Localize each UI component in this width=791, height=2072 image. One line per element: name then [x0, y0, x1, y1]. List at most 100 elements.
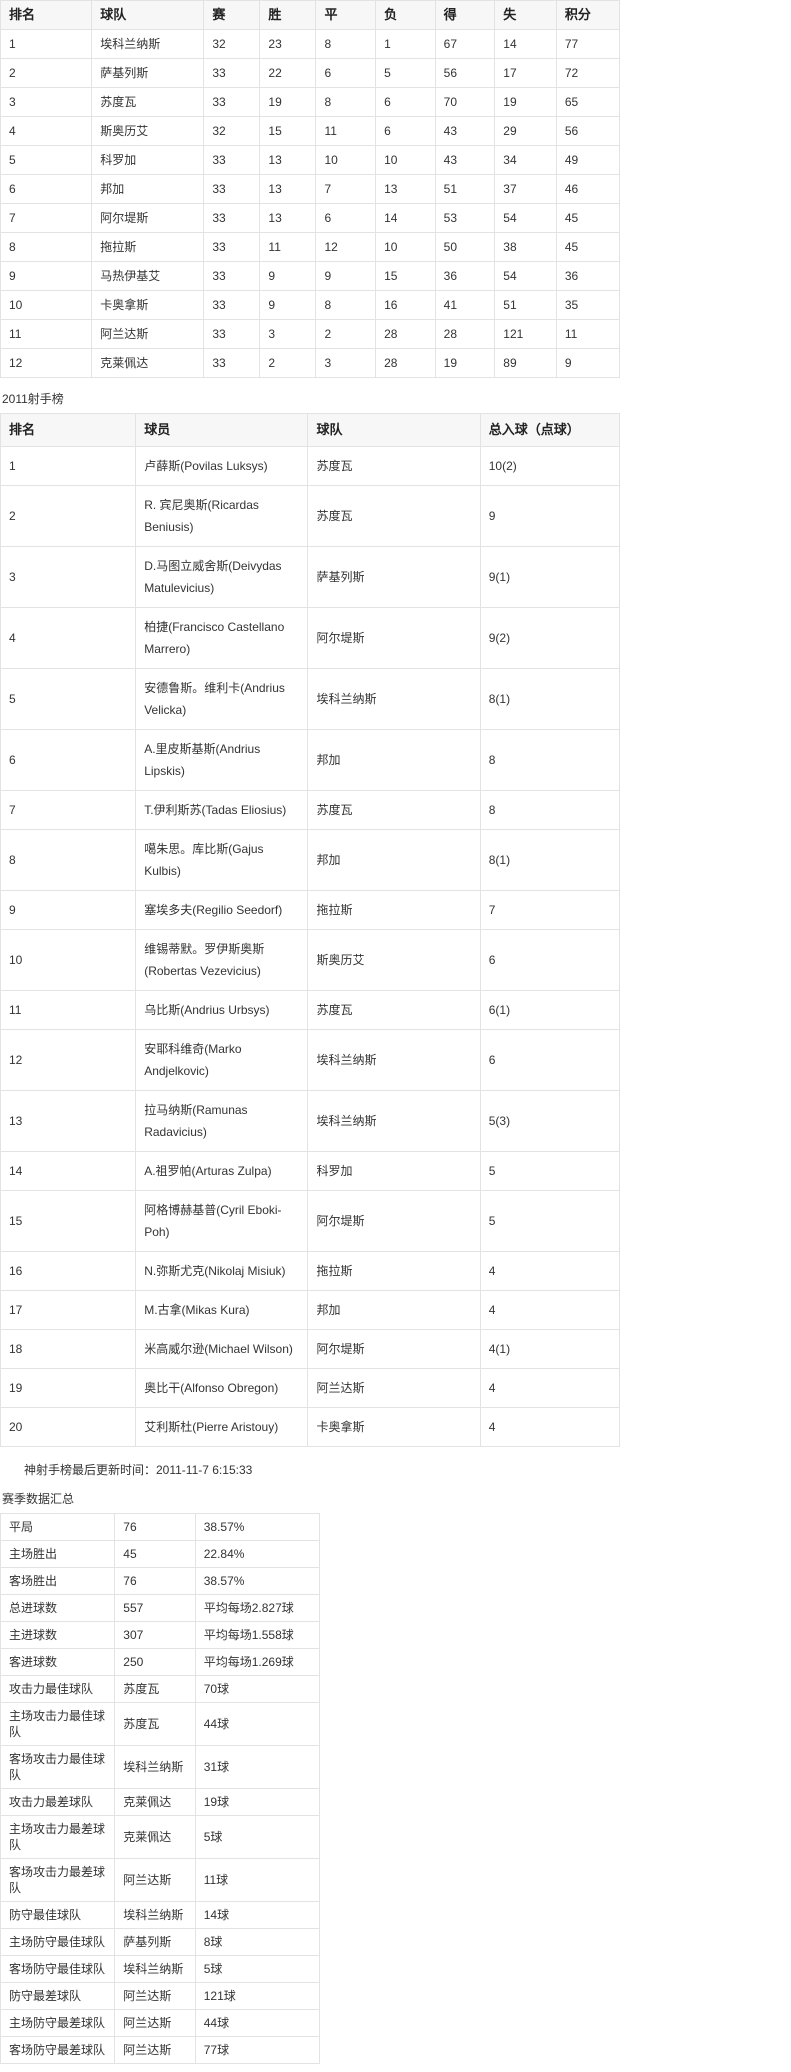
standings-cell-2: 33: [203, 232, 261, 262]
scorers-cell-3: 4: [479, 1251, 621, 1291]
summary-cell-0: 主场防守最佳球队: [0, 1928, 116, 1956]
standings-cell-0: 9: [0, 261, 93, 291]
standings-cell-7: 37: [494, 174, 557, 204]
standings-cell-6: 53: [434, 203, 496, 233]
scorers-cell-3: 9(2): [479, 607, 621, 669]
scorers-cell-2: 拖拉斯: [307, 890, 481, 930]
standings-cell-6: 43: [434, 116, 496, 146]
standings-cell-4: 6: [315, 58, 377, 88]
standings-cell-8: 56: [555, 116, 621, 146]
summary-cell-1: 45: [114, 1540, 196, 1568]
scorers-cell-0: 19: [0, 1368, 137, 1408]
standings-cell-5: 28: [375, 319, 436, 349]
summary-cell-0: 主场攻击力最差球队: [0, 1815, 116, 1859]
standings-table: 排名 球队赛胜平负得失积分 1 埃科兰纳斯 32 23 8 1 67 14 77 2 萨基列斯 33 22…: [0, 0, 621, 378]
standings-cell-2: 33: [203, 87, 261, 117]
scorers-cell-3: 8: [479, 729, 621, 791]
scorers-body: 1 卢薛斯(Povilas Luksys) 苏度瓦 10(2) 2 R. 宾尼奥斯(Ric…: [0, 446, 621, 1447]
summary-row: 总进球数 557 平均每场2.827球: [0, 1594, 321, 1622]
scorers-cell-2: 科罗加: [307, 1151, 481, 1191]
summary-cell-2: 8球: [194, 1928, 321, 1956]
summary-cell-2: 70球: [194, 1675, 321, 1703]
scorers-cell-1: T.伊利斯苏(Tadas Eliosius): [135, 790, 309, 830]
scorers-cell-1: N.弥斯尤克(Nikolaj Misiuk): [135, 1251, 309, 1291]
scorers-cell-2: 埃科兰纳斯: [307, 1029, 481, 1091]
summary-cell-0: 总进球数: [0, 1594, 116, 1622]
standings-cell-5: 16: [375, 290, 436, 320]
summary-cell-2: 平均每场1.558球: [194, 1621, 321, 1649]
scorers-cell-0: 3: [0, 546, 137, 608]
standings-cell-0: 8: [0, 232, 93, 262]
standings-cell-1: 埃科兰纳斯: [91, 29, 205, 59]
standings-cell-1: 拖拉斯: [91, 232, 205, 262]
summary-cell-2: 38.57%: [194, 1567, 321, 1595]
standings-row: 8 拖拉斯 33 11 12 10 50 38 45: [0, 232, 621, 262]
scorers-cell-0: 5: [0, 668, 137, 730]
standings-row: 7 阿尔堤斯 33 13 6 14 53 54 45: [0, 203, 621, 233]
standings-cell-6: 28: [434, 319, 496, 349]
scorers-row: 1 卢薛斯(Povilas Luksys) 苏度瓦 10(2): [0, 446, 621, 486]
standings-cell-7: 19: [494, 87, 557, 117]
scorers-cell-2: 苏度瓦: [307, 446, 481, 486]
standings-cell-1: 阿兰达斯: [91, 319, 205, 349]
summary-cell-1: 埃科兰纳斯: [114, 1955, 196, 1983]
scorers-cell-2: 苏度瓦: [307, 485, 481, 547]
standings-cell-4: 7: [315, 174, 377, 204]
summary-cell-2: 77球: [194, 2036, 321, 2064]
standings-cell-8: 11: [555, 319, 621, 349]
standings-cell-2: 33: [203, 261, 261, 291]
summary-cell-2: 5球: [194, 1955, 321, 1983]
standings-cell-1: 斯奥历艾: [91, 116, 205, 146]
standings-cell-1: 苏度瓦: [91, 87, 205, 117]
standings-cell-1: 萨基列斯: [91, 58, 205, 88]
scorers-cell-2: 苏度瓦: [307, 990, 481, 1030]
summary-cell-1: 阿兰达斯: [114, 2036, 196, 2064]
scorers-cell-1: M.古拿(Mikas Kura): [135, 1290, 309, 1330]
season-summary-body: 平局 76 38.57% 主场胜出 45 22.84% 客场胜出 76 38.57% 总进球数 55…: [0, 1513, 321, 2064]
standings-cell-0: 5: [0, 145, 93, 175]
scorers-cell-0: 13: [0, 1090, 137, 1152]
standings-cell-5: 10: [375, 232, 436, 262]
standings-cell-3: 23: [259, 29, 317, 59]
standings-col-6: 得: [434, 0, 496, 30]
standings-cell-5: 1: [375, 29, 436, 59]
summary-cell-2: 22.84%: [194, 1540, 321, 1568]
summary-row: 主场攻击力最差球队 克莱佩达 5球: [0, 1815, 321, 1859]
scorers-row: 4 柏捷(Francisco Castellano Marrero) 阿尔堤斯 9(2…: [0, 607, 621, 669]
standings-cell-4: 8: [315, 290, 377, 320]
summary-cell-2: 5球: [194, 1815, 321, 1859]
summary-cell-1: 307: [114, 1621, 196, 1649]
summary-cell-0: 攻击力最差球队: [0, 1788, 116, 1816]
summary-cell-0: 主场攻击力最佳球队: [0, 1702, 116, 1746]
summary-cell-0: 主场防守最差球队: [0, 2009, 116, 2037]
standings-cell-6: 19: [434, 348, 496, 378]
standings-col-5: 负: [375, 0, 436, 30]
summary-row: 防守最差球队 阿兰达斯 121球: [0, 1982, 321, 2010]
standings-cell-4: 2: [315, 319, 377, 349]
scorers-cell-2: 埃科兰纳斯: [307, 668, 481, 730]
scorers-cell-0: 12: [0, 1029, 137, 1091]
scorers-cell-1: 维锡蒂默。罗伊斯奥斯(Robertas Vezevicius): [135, 929, 309, 991]
scorers-cell-2: 阿尔堤斯: [307, 1190, 481, 1252]
scorers-row: 14 A.祖罗帕(Arturas Zulpa) 科罗加 5: [0, 1151, 621, 1191]
summary-row: 平局 76 38.57%: [0, 1513, 321, 1541]
scorers-cell-1: 安德鲁斯。维利卡(Andrius Velicka): [135, 668, 309, 730]
scorers-row: 5 安德鲁斯。维利卡(Andrius Velicka) 埃科兰纳斯 8(1): [0, 668, 621, 730]
standings-cell-7: 51: [494, 290, 557, 320]
summary-cell-0: 客场胜出: [0, 1567, 116, 1595]
standings-cell-5: 13: [375, 174, 436, 204]
scorers-cell-3: 10(2): [479, 446, 621, 486]
scorers-cell-3: 4: [479, 1290, 621, 1330]
standings-row: 11 阿兰达斯 33 3 2 28 28 121 11: [0, 319, 621, 349]
standings-row: 12 克莱佩达 33 2 3 28 19 89 9: [0, 348, 621, 378]
standings-cell-8: 65: [555, 87, 621, 117]
summary-row: 主场防守最差球队 阿兰达斯 44球: [0, 2009, 321, 2037]
summary-cell-2: 19球: [194, 1788, 321, 1816]
scorers-cell-0: 18: [0, 1329, 137, 1369]
standings-cell-6: 51: [434, 174, 496, 204]
standings-cell-3: 9: [259, 290, 317, 320]
scorers-cell-2: 邦加: [307, 729, 481, 791]
standings-cell-0: 4: [0, 116, 93, 146]
standings-cell-2: 32: [203, 29, 261, 59]
standings-cell-5: 5: [375, 58, 436, 88]
